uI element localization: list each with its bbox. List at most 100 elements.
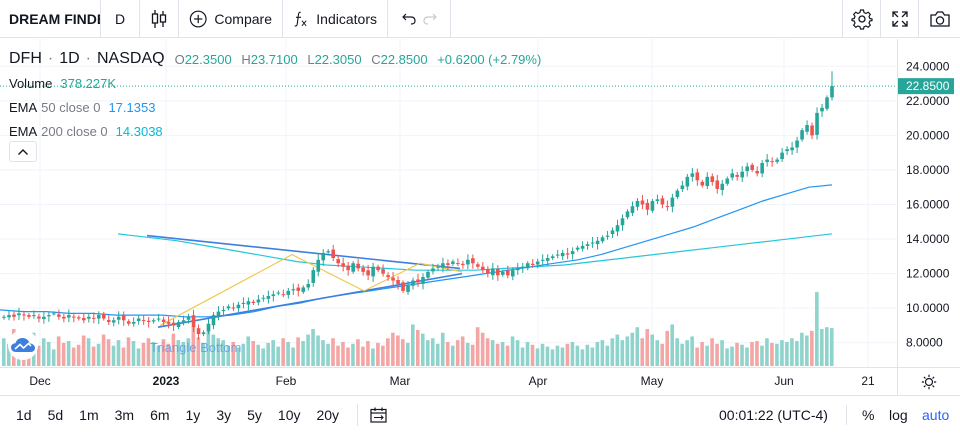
volume-bar: [530, 344, 535, 366]
candle-body: [690, 173, 695, 177]
candle-body: [216, 311, 221, 316]
log-toggle[interactable]: log: [889, 407, 908, 423]
candle-body: [201, 332, 206, 335]
candle-body: [116, 316, 121, 320]
candle-body: [376, 266, 380, 271]
volume-bar: [2, 338, 6, 366]
volume-bar: [700, 341, 704, 366]
candle-body: [645, 202, 650, 210]
interval-button[interactable]: D: [101, 0, 140, 38]
range-1y[interactable]: 1y: [185, 406, 201, 423]
candle-body: [321, 252, 326, 261]
candle-body: [620, 218, 625, 226]
candle-body: [17, 313, 21, 316]
range-5d[interactable]: 5d: [47, 406, 64, 423]
legend-main-series[interactable]: DFH · 1D · NASDAQ O22.3500 H23.7100 L22.…: [9, 47, 547, 71]
range-3m[interactable]: 3m: [114, 406, 135, 423]
volume-bar: [680, 343, 684, 366]
candle-body: [545, 258, 550, 261]
volume-bar: [795, 341, 799, 366]
symbol-search-button[interactable]: DREAM FINDERS HOMES: [0, 0, 101, 38]
candle-body: [411, 280, 415, 286]
volume-bar: [111, 345, 116, 366]
volume-bar: [136, 348, 141, 366]
candle-body: [510, 270, 515, 277]
legend-volume[interactable]: Volume 378.227K: [9, 71, 547, 95]
snapshot-button[interactable]: [918, 0, 960, 38]
pattern-badge[interactable]: [8, 330, 38, 360]
candle-body: [246, 301, 251, 305]
legend-ohlc: O22.3500 H23.7100 L22.3050 C22.8500 +0.6…: [175, 52, 548, 67]
range-1d[interactable]: 1d: [16, 406, 32, 423]
volume-bar: [545, 346, 550, 366]
price-tick-label: 16.0000: [906, 198, 950, 212]
settings-button[interactable]: [842, 0, 880, 38]
candle-body: [500, 271, 505, 275]
legend-ema200[interactable]: EMA 200 close 0 14.3038: [9, 119, 547, 143]
volume-bar: [86, 338, 91, 366]
auto-toggle[interactable]: auto: [922, 407, 950, 423]
compare-button[interactable]: Compare: [179, 0, 283, 38]
candle-body: [431, 268, 435, 272]
undo-icon[interactable]: [401, 11, 417, 27]
redo-icon[interactable]: [422, 11, 438, 27]
volume-bar: [201, 342, 206, 366]
candle-body: [37, 316, 41, 319]
candle-body: [96, 315, 101, 319]
volume-bar: [425, 340, 430, 366]
range-6m[interactable]: 6m: [150, 406, 170, 423]
candle-body: [336, 259, 340, 264]
range-1m[interactable]: 1m: [79, 406, 99, 423]
ema200-params: 200 close 0: [41, 123, 108, 139]
volume-bar: [61, 342, 66, 366]
timezone-clock[interactable]: 00:01:22 (UTC-4): [719, 407, 828, 423]
candle-body: [221, 309, 226, 312]
price-tick-label: 24.0000: [906, 59, 950, 73]
volume-bar: [730, 346, 734, 366]
candle-body: [795, 140, 799, 148]
fullscreen-button[interactable]: [880, 0, 918, 38]
range-20y[interactable]: 20y: [316, 406, 340, 423]
legend-separator: ·: [85, 50, 91, 67]
volume-bar: [221, 340, 226, 366]
volume-bar: [206, 330, 211, 366]
candle-body: [456, 263, 460, 265]
open-label: O: [174, 51, 185, 67]
range-10y[interactable]: 10y: [277, 406, 301, 423]
goto-date-button[interactable]: [357, 403, 388, 426]
volume-bar: [770, 342, 774, 366]
candle-body: [42, 316, 46, 320]
range-3y[interactable]: 3y: [216, 406, 232, 423]
percent-toggle[interactable]: %: [862, 407, 875, 423]
legend-collapse-button[interactable]: [9, 141, 37, 162]
volume-bar: [460, 336, 465, 366]
range-5y[interactable]: 5y: [247, 406, 262, 423]
time-label: May: [640, 374, 664, 388]
volume-bar: [271, 340, 275, 366]
candle-body: [381, 269, 385, 274]
candle-body: [161, 319, 166, 322]
candle-body: [22, 314, 26, 316]
candle-body: [675, 190, 680, 198]
function-icon: [294, 11, 307, 27]
candle-body: [126, 321, 131, 324]
volume-bar: [510, 336, 515, 366]
candle-body: [121, 315, 126, 321]
indicators-button[interactable]: Indicators: [283, 0, 388, 38]
price-chart[interactable]: 24.0000 22.0000 20.0000 18.0000 16.0000 14.00…: [0, 39, 960, 367]
volume-bar: [316, 335, 320, 366]
chart-type-button[interactable]: [140, 0, 179, 38]
time-axis[interactable]: Dec 2023 Feb Mar Apr May Jun 21: [0, 367, 960, 396]
volume-bar: [515, 340, 520, 366]
volume-bar: [525, 341, 530, 366]
volume-bar: [286, 341, 290, 366]
chart-pane[interactable]: 24.0000 22.0000 20.0000 18.0000 16.0000 14.00…: [0, 39, 960, 367]
candle-body: [555, 254, 560, 256]
candle-body: [715, 180, 720, 189]
camera-icon: [929, 11, 950, 27]
axis-settings-button[interactable]: [897, 368, 960, 396]
candle-body: [820, 107, 824, 112]
legend-ema50[interactable]: EMA 50 close 0 17.1353: [9, 95, 547, 119]
pattern-zigzag-line: [159, 253, 463, 326]
candle-body: [261, 297, 266, 299]
